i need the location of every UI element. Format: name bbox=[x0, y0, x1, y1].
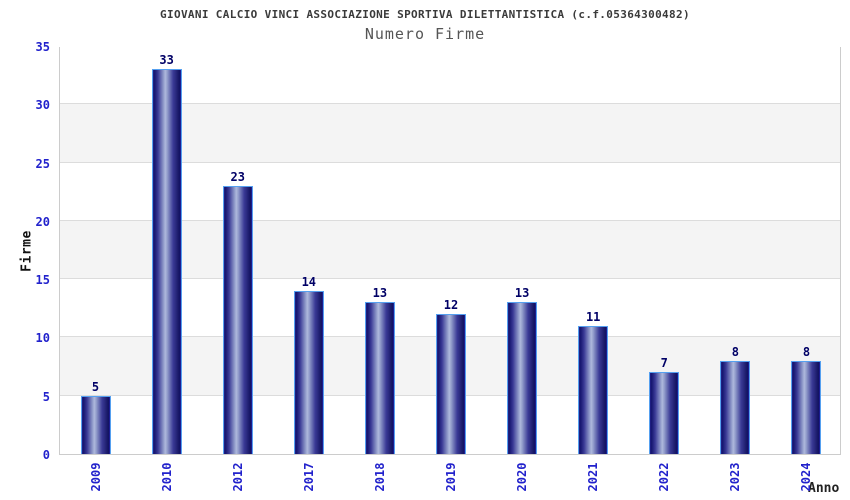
bar-2023 bbox=[720, 360, 751, 454]
bar-2022 bbox=[649, 372, 680, 454]
gridline bbox=[60, 103, 840, 105]
plot-area: 5 33 23 14 13 12 13 11 7 8 8 bbox=[59, 46, 841, 455]
bar-2010 bbox=[151, 69, 182, 454]
x-tick-label: 2012 bbox=[230, 462, 245, 492]
y-tick-label: 15 bbox=[35, 273, 50, 288]
y-tick-label: 0 bbox=[42, 448, 50, 462]
x-tick-label: 2021 bbox=[586, 462, 601, 492]
y-tick-label: 5 bbox=[42, 389, 50, 404]
y-tick-label: 30 bbox=[35, 98, 50, 113]
bar-2018 bbox=[364, 302, 395, 454]
y-tick-label: 20 bbox=[35, 214, 50, 229]
gridline bbox=[60, 219, 840, 221]
bar-value-label: 33 bbox=[159, 53, 174, 68]
y-axis-label: Firme bbox=[19, 230, 35, 272]
bar-value-label: 8 bbox=[802, 344, 811, 359]
bar-value-label: 13 bbox=[514, 286, 530, 301]
chart-title: GIOVANI CALCIO VINCI ASSOCIAZIONE SPORTI… bbox=[160, 8, 690, 21]
bar-2017 bbox=[293, 290, 324, 454]
x-tick-label: 2017 bbox=[301, 462, 316, 492]
x-tick-label: 2022 bbox=[657, 462, 672, 492]
x-tick-label: 2023 bbox=[728, 462, 743, 492]
y-tick-label: 35 bbox=[35, 40, 50, 54]
x-tick-label: 2018 bbox=[372, 462, 387, 492]
x-tick-label: 2024 bbox=[799, 462, 814, 492]
bar-value-label: 8 bbox=[731, 344, 739, 359]
bar-2024 bbox=[791, 360, 822, 454]
bar-2019 bbox=[436, 314, 466, 454]
bar-2009 bbox=[80, 395, 111, 454]
gridline bbox=[60, 161, 840, 163]
y-tick-label: 10 bbox=[35, 331, 50, 346]
plot-band bbox=[60, 220, 840, 280]
bar-2020 bbox=[507, 302, 538, 454]
plot-band bbox=[60, 162, 840, 221]
bar-value-label: 23 bbox=[230, 169, 245, 184]
bar-value-label: 5 bbox=[91, 379, 100, 394]
bar-2021 bbox=[578, 325, 609, 454]
plot-band bbox=[60, 104, 840, 163]
x-tick-label: 2020 bbox=[515, 462, 530, 492]
bar-2012 bbox=[222, 185, 253, 454]
gridline bbox=[60, 278, 840, 280]
bar-value-label: 11 bbox=[585, 309, 601, 324]
bar-value-label: 7 bbox=[660, 356, 668, 371]
x-tick-label: 2009 bbox=[88, 462, 103, 492]
bar-value-label: 12 bbox=[443, 298, 459, 313]
chart-subtitle: Numero Firme bbox=[364, 25, 486, 43]
x-tick-label: 2010 bbox=[159, 462, 174, 492]
x-axis-label: Anno bbox=[808, 481, 840, 496]
bar-value-label: 14 bbox=[301, 274, 317, 289]
y-tick-label: 25 bbox=[35, 156, 50, 171]
bar-value-label: 13 bbox=[372, 286, 388, 301]
plot-band bbox=[60, 46, 840, 105]
x-tick-label: 2019 bbox=[444, 462, 458, 492]
